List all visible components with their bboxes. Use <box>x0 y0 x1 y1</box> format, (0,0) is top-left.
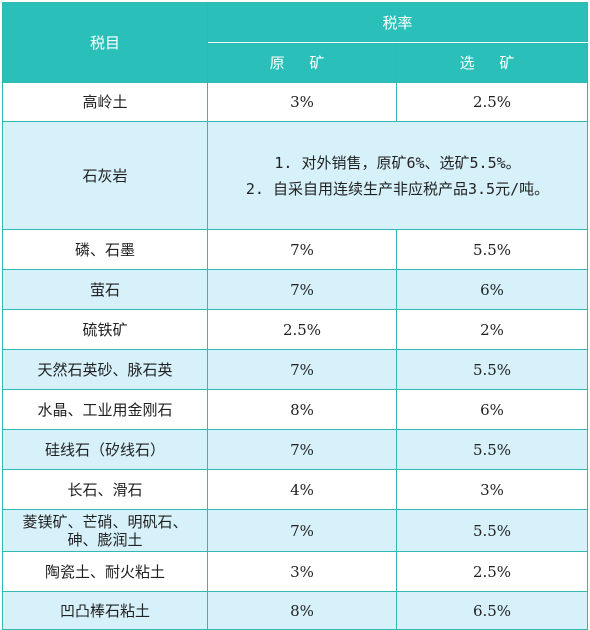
table-row: 长石、滑石 4% 3% <box>2 469 589 510</box>
row-name: 长石、滑石 <box>2 469 208 510</box>
header-processed-ore: 选 矿 <box>395 42 589 83</box>
row-raw-rate: 7% <box>207 229 397 270</box>
row-processed-rate: 6% <box>395 269 589 310</box>
row-processed-rate: 6.5% <box>395 591 589 630</box>
table-body: 高岭土 3% 2.5% 石灰岩 1. 对外销售，原矿6%、选矿5.5%。 2. … <box>2 82 589 630</box>
header-raw-ore: 原 矿 <box>207 42 397 83</box>
row-name-line: 砷、膨润土 <box>67 530 143 549</box>
row-processed-rate: 2.5% <box>395 82 589 122</box>
table-row: 硫铁矿 2.5% 2% <box>2 309 589 350</box>
row-processed-rate: 5.5% <box>395 429 589 470</box>
row-name: 石灰岩 <box>2 121 208 230</box>
table-row: 天然石英砂、脉石英 7% 5.5% <box>2 349 589 390</box>
row-processed-rate: 5.5% <box>395 349 589 390</box>
table-row: 菱镁矿、芒硝、明矾石、 砷、膨润土 7% 5.5% <box>2 509 589 552</box>
table-row: 石灰岩 1. 对外销售，原矿6%、选矿5.5%。 2. 自采自用连续生产非应税产… <box>2 121 589 230</box>
row-raw-rate: 7% <box>207 509 397 552</box>
row-name-line: 菱镁矿、芒硝、明矾石、 <box>22 512 188 531</box>
row-processed-rate: 3% <box>395 469 589 510</box>
row-name: 硅线石（矽线石） <box>2 429 208 470</box>
note-line: 1. 对外销售，原矿6%、选矿5.5%。 <box>274 153 521 172</box>
row-raw-rate: 8% <box>207 591 397 630</box>
row-processed-rate: 5.5% <box>395 509 589 552</box>
row-raw-rate: 3% <box>207 82 397 122</box>
table-row: 陶瓷土、耐火粘土 3% 2.5% <box>2 551 589 592</box>
row-name: 硫铁矿 <box>2 309 208 350</box>
row-name: 高岭土 <box>2 82 208 122</box>
note-line: 2. 自采自用连续生产非应税产品3.5元/吨。 <box>245 179 550 198</box>
row-raw-rate: 2.5% <box>207 309 397 350</box>
row-processed-rate: 2.5% <box>395 551 589 592</box>
row-name: 天然石英砂、脉石英 <box>2 349 208 390</box>
header-rate: 税率 <box>206 2 589 43</box>
row-name: 凹凸棒石粘土 <box>2 591 208 630</box>
table-row: 高岭土 3% 2.5% <box>2 82 589 122</box>
table-row: 萤石 7% 6% <box>2 269 589 310</box>
row-raw-rate: 8% <box>207 389 397 430</box>
row-raw-rate: 7% <box>207 429 397 470</box>
row-raw-rate: 3% <box>207 551 397 592</box>
row-processed-rate: 6% <box>395 389 589 430</box>
row-name: 磷、石墨 <box>2 229 208 270</box>
table-row: 水晶、工业用金刚石 8% 6% <box>2 389 589 430</box>
table-row: 凹凸棒石粘土 8% 6.5% <box>2 591 589 630</box>
row-raw-rate: 7% <box>207 349 397 390</box>
row-raw-rate: 7% <box>207 269 397 310</box>
table-header: 税目 税率 原 矿 选 矿 <box>2 2 589 83</box>
row-name: 陶瓷土、耐火粘土 <box>2 551 208 592</box>
table-row: 磷、石墨 7% 5.5% <box>2 229 589 270</box>
row-name: 菱镁矿、芒硝、明矾石、 砷、膨润土 <box>2 509 208 552</box>
row-raw-rate: 4% <box>207 469 397 510</box>
header-item: 税目 <box>2 2 208 83</box>
row-processed-rate: 2% <box>395 309 589 350</box>
row-name: 水晶、工业用金刚石 <box>2 389 208 430</box>
row-name: 萤石 <box>2 269 208 310</box>
table-row: 硅线石（矽线石） 7% 5.5% <box>2 429 589 470</box>
row-processed-rate: 5.5% <box>395 229 589 270</box>
row-note: 1. 对外销售，原矿6%、选矿5.5%。 2. 自采自用连续生产非应税产品3.5… <box>206 121 589 230</box>
